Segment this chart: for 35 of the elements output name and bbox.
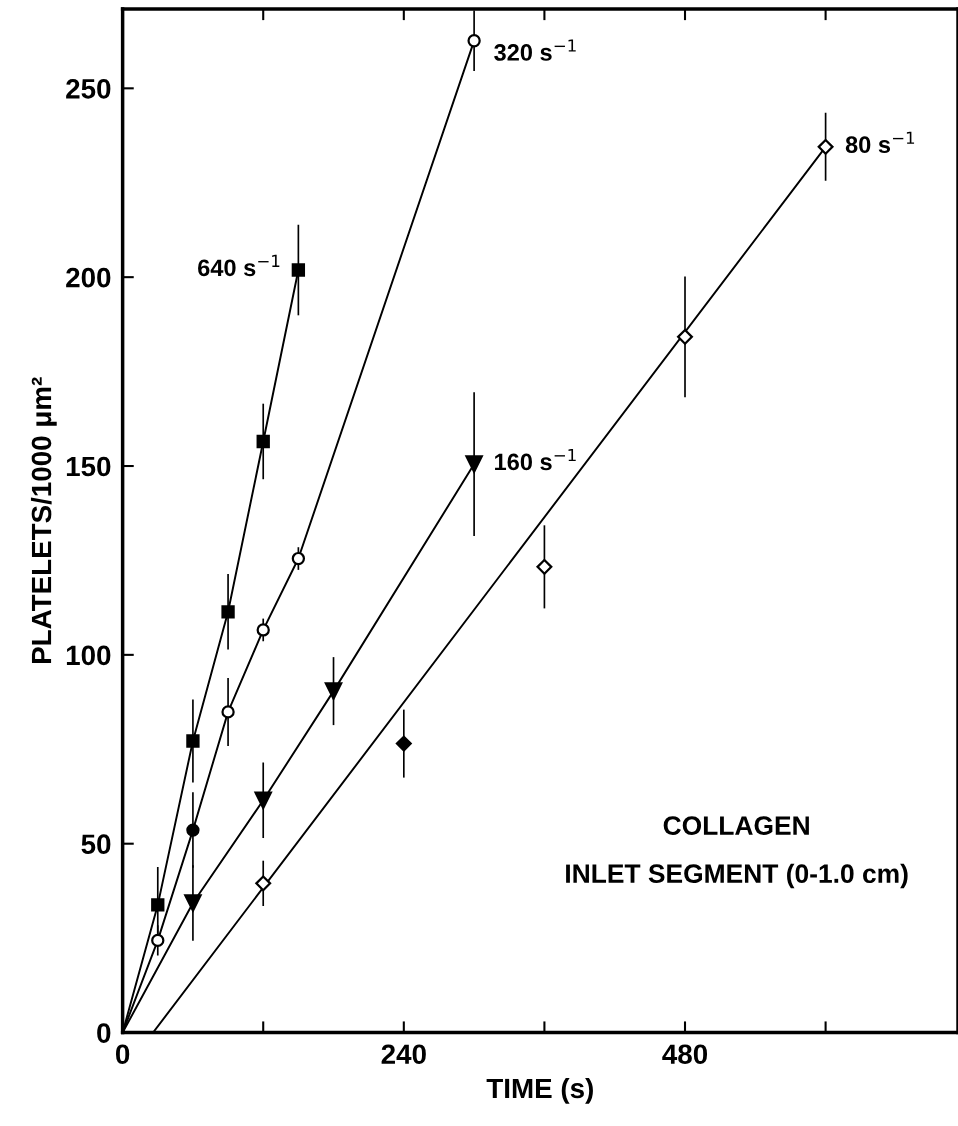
point (151, 933, 165, 948)
point (677, 328, 693, 345)
x-tick-label: 240 (381, 1044, 426, 1065)
y-tick-label: 200 (66, 267, 111, 288)
point (256, 434, 270, 449)
series-label: 160 s$^{−1}$ (495, 448, 576, 471)
y-tick-label: 50 (81, 834, 111, 855)
point (291, 263, 306, 277)
point (184, 894, 202, 912)
point (151, 898, 165, 912)
point (536, 558, 553, 575)
point (255, 875, 272, 892)
point (221, 705, 235, 719)
series-label: 640 s$^{−1}$ (198, 254, 280, 277)
point (817, 138, 834, 155)
annotation: INLET SEGMENT (0-1.0 cm) (566, 863, 908, 889)
y-tick-label: 150 (66, 456, 111, 477)
y-axis-title: PLATELETS/1000 μm² (30, 377, 57, 663)
point (256, 623, 270, 637)
point (254, 791, 272, 810)
point (291, 551, 306, 566)
point (467, 34, 481, 48)
point (465, 455, 483, 473)
x-tick-label: 0 (116, 1044, 130, 1065)
y-tick-label: 100 (66, 645, 111, 666)
point (324, 682, 343, 700)
point (186, 734, 200, 748)
annotation: COLLAGEN (663, 816, 809, 835)
point (221, 605, 235, 619)
x-tick-label: 480 (662, 1044, 708, 1065)
y-tick-label: 0 (97, 1023, 111, 1043)
x-axis-title: TIME (s) (486, 1077, 593, 1104)
legend-label: 320 s$^{−1}$ (494, 39, 576, 61)
series-label: 80 s$^{−1}$ (845, 131, 915, 154)
y-tick-label: 250 (66, 78, 111, 99)
